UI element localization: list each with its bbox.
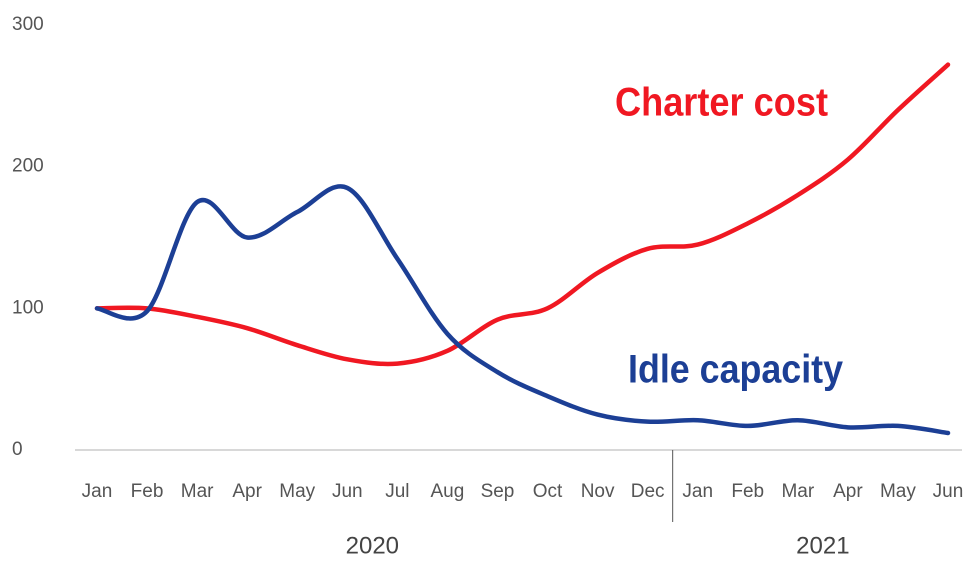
year-label: 2020 <box>346 532 399 559</box>
x-tick-label: Jul <box>385 481 409 502</box>
x-tick-label: Feb <box>131 481 164 502</box>
x-tick-label: Jan <box>682 481 713 502</box>
year-label: 2021 <box>796 532 849 559</box>
x-tick-label: Mar <box>181 481 214 502</box>
x-tick-label: Feb <box>731 481 764 502</box>
y-tick-label: 300 <box>12 14 44 35</box>
series-label: Charter cost <box>615 81 828 125</box>
series-label: Idle capacity <box>628 348 844 392</box>
y-tick-label: 200 <box>12 156 44 177</box>
x-tick-label: May <box>279 481 315 502</box>
x-tick-label: Jun <box>933 481 964 502</box>
x-tick-label: Apr <box>232 481 262 502</box>
x-tick-label: Oct <box>533 481 563 502</box>
x-tick-label: Nov <box>581 481 615 502</box>
x-tick-label: Mar <box>781 481 814 502</box>
x-tick-label: Apr <box>833 481 863 502</box>
x-tick-label: Sep <box>481 481 515 502</box>
y-tick-label: 0 <box>12 439 23 460</box>
x-tick-label: Jun <box>332 481 363 502</box>
series-line <box>94 62 951 367</box>
series-line <box>94 184 951 436</box>
x-tick-label: May <box>880 481 916 502</box>
x-tick-label: Aug <box>431 481 465 502</box>
y-tick-label: 100 <box>12 297 44 318</box>
x-tick-label: Jan <box>82 481 113 502</box>
x-tick-label: Dec <box>631 481 665 502</box>
